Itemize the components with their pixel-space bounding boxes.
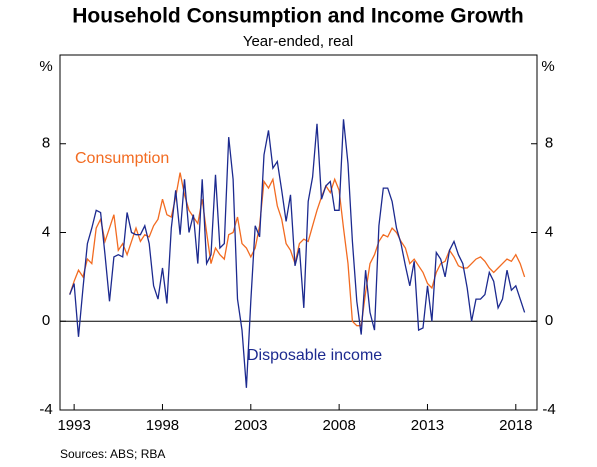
- y-unit-left: %: [39, 58, 52, 75]
- y-tick-label-left: 4: [42, 223, 50, 240]
- chart-title: Household Consumption and Income Growth: [72, 5, 524, 28]
- y-unit-right: %: [541, 58, 554, 75]
- x-tick-label: 1993: [57, 417, 90, 434]
- chart-subtitle: Year-ended, real: [243, 33, 353, 50]
- y-tick-label-left: 8: [42, 135, 50, 152]
- series-line: [69, 119, 526, 388]
- y-tick-label-right: 8: [545, 135, 553, 152]
- y-tick-label-right: 4: [545, 223, 553, 240]
- series-label: Disposable income: [247, 347, 382, 364]
- x-tick-label: 2008: [322, 417, 355, 434]
- y-tick-label-right: -4: [542, 401, 555, 418]
- x-tick-label: 2013: [411, 417, 444, 434]
- x-tick-label: 2018: [499, 417, 532, 434]
- y-tick-label-left: -4: [39, 401, 52, 418]
- y-tick-label-right: 0: [545, 312, 553, 329]
- series-label: Consumption: [75, 150, 169, 167]
- y-tick-label-left: 0: [42, 312, 50, 329]
- source-note: Sources: ABS; RBA: [60, 447, 165, 461]
- x-tick-label: 1998: [146, 417, 179, 434]
- x-tick-label: 2003: [234, 417, 267, 434]
